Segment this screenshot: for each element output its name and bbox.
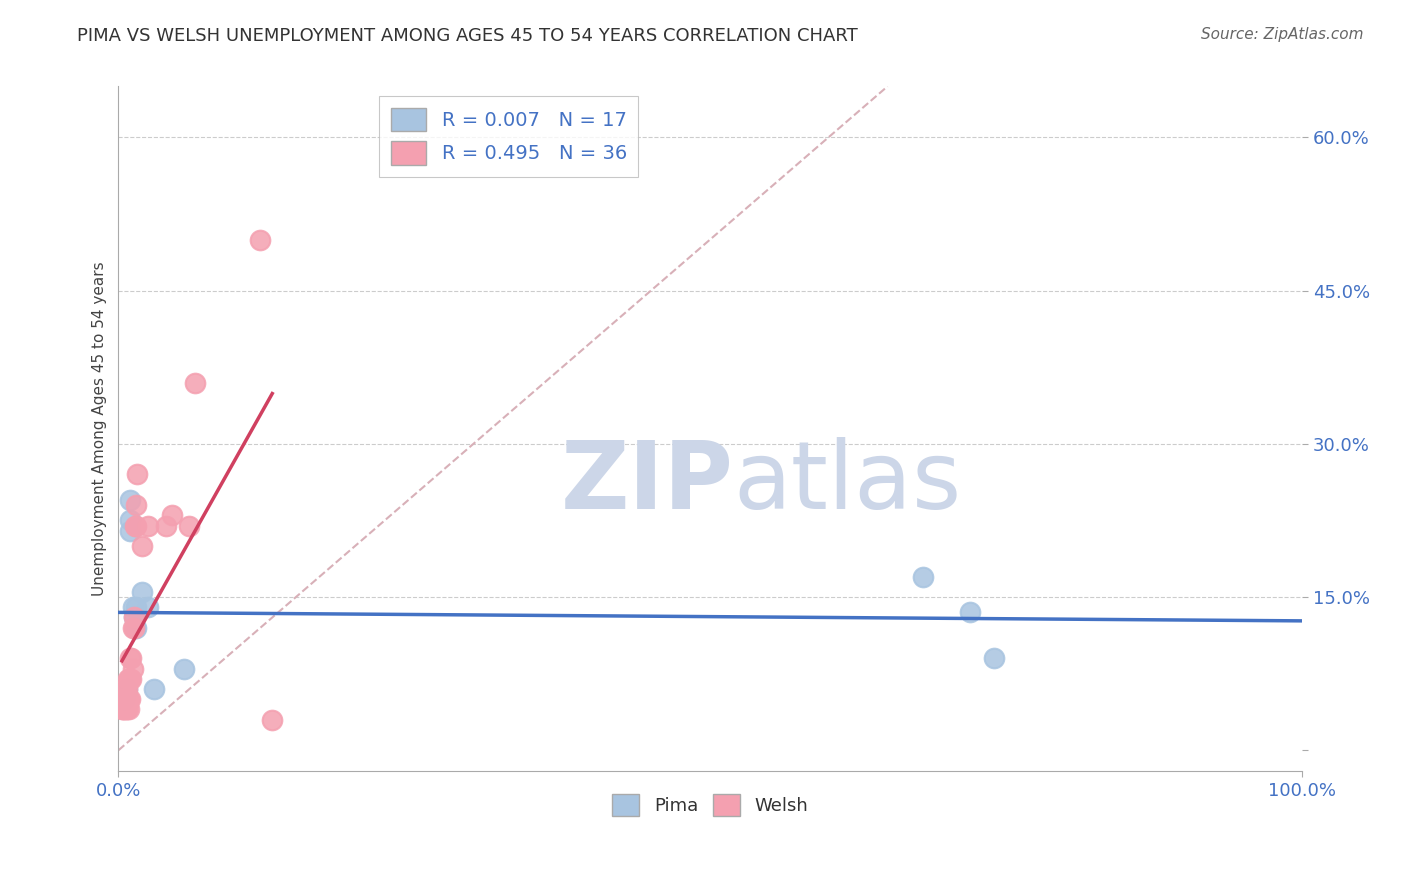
Point [121, 600, 143, 615]
Point [112, 692, 135, 706]
Point [912, 569, 935, 583]
Point [122, 610, 145, 624]
Point [112, 692, 135, 706]
Y-axis label: Unemployment Among Ages 45 to 54 years: Unemployment Among Ages 45 to 54 years [93, 261, 107, 596]
Point [122, 610, 145, 624]
Point [120, 692, 142, 706]
Point [121, 621, 143, 635]
Point [121, 661, 143, 675]
Point [114, 702, 136, 716]
Point [118, 672, 141, 686]
Point [136, 518, 159, 533]
Point [111, 702, 134, 716]
Point [173, 661, 195, 675]
Point [160, 508, 183, 523]
Point [118, 692, 141, 706]
Point [125, 518, 148, 533]
Point [120, 524, 142, 538]
Point [115, 681, 138, 696]
Point [112, 692, 135, 706]
Point [127, 467, 149, 482]
Text: PIMA VS WELSH UNEMPLOYMENT AMONG AGES 45 TO 54 YEARS CORRELATION CHART: PIMA VS WELSH UNEMPLOYMENT AMONG AGES 45… [77, 27, 858, 45]
Point [125, 621, 148, 635]
Point [120, 651, 142, 665]
Text: Source: ZipAtlas.com: Source: ZipAtlas.com [1201, 27, 1364, 42]
Point [959, 606, 981, 620]
Point [184, 376, 207, 390]
Point [262, 713, 284, 727]
Point [131, 539, 153, 553]
Point [249, 233, 271, 247]
Point [122, 621, 145, 635]
Text: atlas: atlas [734, 437, 962, 529]
Point [112, 681, 135, 696]
Point [983, 651, 1005, 665]
Point [115, 702, 138, 716]
Point [112, 702, 135, 716]
Point [117, 672, 139, 686]
Point [142, 681, 165, 696]
Legend: Pima, Welsh: Pima, Welsh [605, 787, 815, 823]
Point [179, 518, 201, 533]
Point [120, 672, 142, 686]
Point [114, 692, 136, 706]
Point [125, 600, 148, 615]
Point [118, 702, 141, 716]
Point [136, 600, 159, 615]
Point [120, 672, 142, 686]
Point [120, 651, 142, 665]
Point [115, 681, 138, 696]
Point [125, 498, 148, 512]
Point [155, 518, 177, 533]
Point [112, 702, 135, 716]
Point [120, 493, 142, 508]
Text: ZIP: ZIP [561, 437, 734, 529]
Point [117, 692, 139, 706]
Point [131, 585, 153, 599]
Point [120, 513, 142, 527]
Point [124, 518, 146, 533]
Point [124, 621, 146, 635]
